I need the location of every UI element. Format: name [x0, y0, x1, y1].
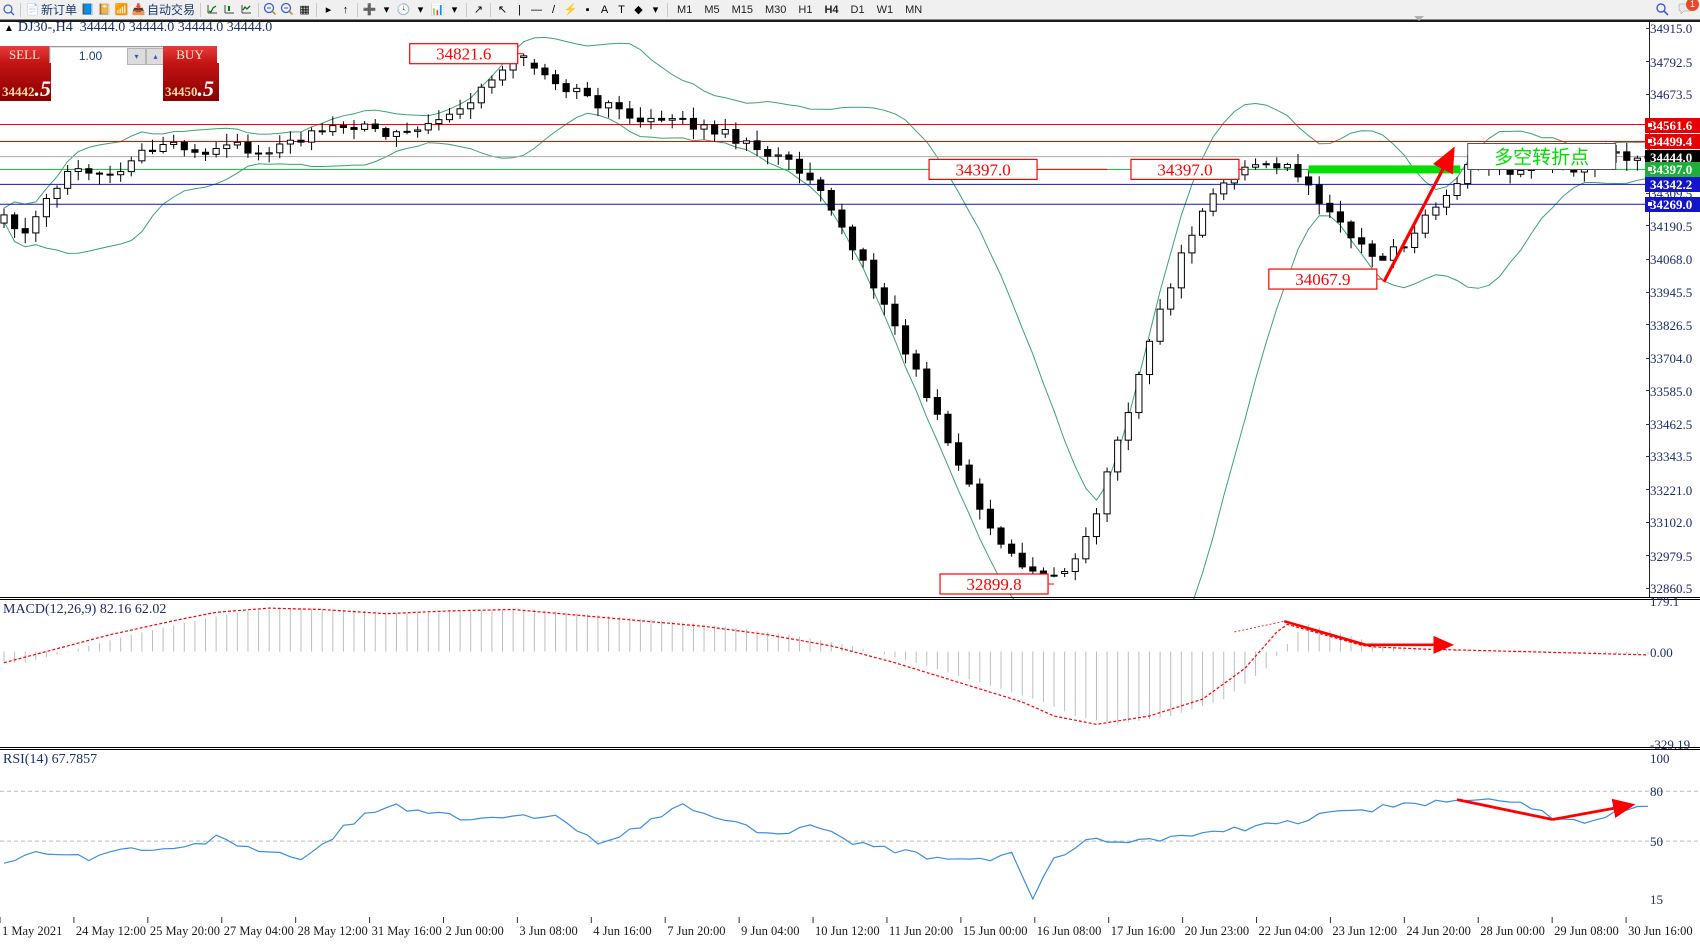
svg-text:32899.8: 32899.8: [966, 575, 1021, 594]
svg-text:34397.0: 34397.0: [1157, 160, 1212, 179]
svg-text:多空转折点: 多空转折点: [1494, 146, 1589, 168]
svg-text:34067.9: 34067.9: [1295, 270, 1350, 289]
svg-text:34821.6: 34821.6: [436, 45, 491, 64]
svg-text:34397.0: 34397.0: [955, 160, 1010, 179]
